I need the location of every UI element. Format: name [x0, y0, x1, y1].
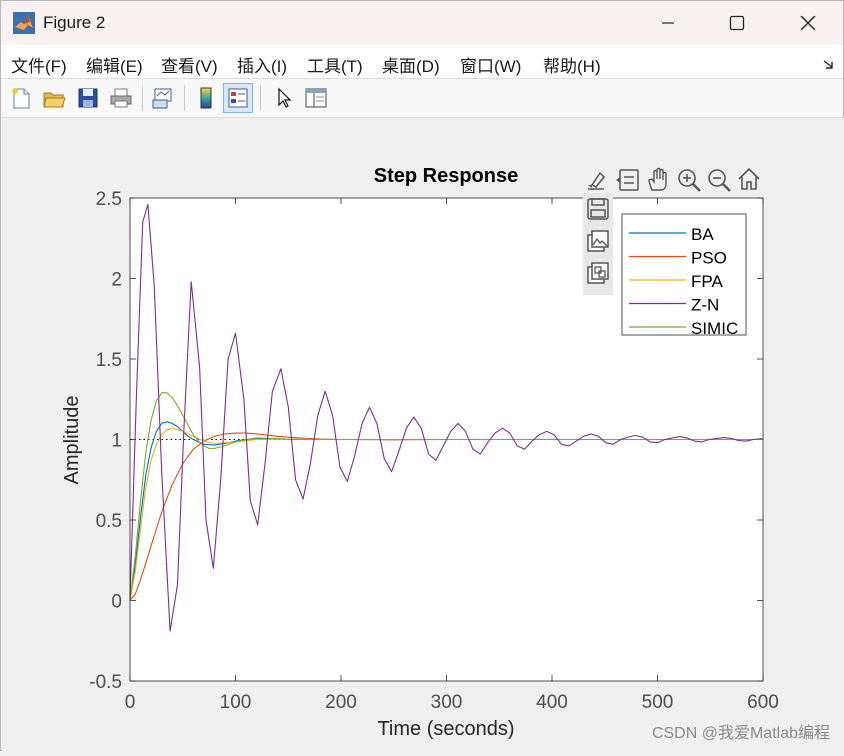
link-plot-button[interactable] — [148, 83, 178, 113]
step-response-plot[interactable]: -0.500.511.522.5 0 100 200 300 400 500 600 Ste… — [2, 118, 844, 751]
x-tick-label: 400 — [536, 692, 568, 713]
figure-canvas: -0.5 0 0.5 1 1.5 2 2.5 0 100 200 300 400 500 600 Ste… — [2, 118, 844, 751]
series-line-z-n[interactable] — [129, 203, 764, 632]
close-button[interactable] — [785, 1, 831, 45]
insert-colorbar-button[interactable] — [191, 83, 221, 113]
edit-plot-icon — [278, 87, 292, 108]
y-tick-label: 1 — [111, 431, 122, 452]
open-file-icon — [43, 92, 66, 108]
menu-help[interactable]: 帮助(H) — [543, 57, 601, 76]
y-tick-label: 1.5 — [96, 350, 122, 371]
new-figure-button[interactable] — [6, 83, 36, 113]
menu-file[interactable]: 文件(F) — [11, 57, 67, 76]
menu-desktop[interactable]: 桌面(D) — [382, 57, 440, 76]
menu-bar: 文件(F) 编辑(E) 查看(V) 插入(I) 工具(T) 桌面(D) 窗口(W… — [1, 45, 843, 79]
legend[interactable]: BA PSO FPA Z-N SIMIC — [621, 213, 747, 338]
brush-icon[interactable] — [588, 171, 606, 190]
maximize-icon — [729, 15, 745, 31]
chart-title: Step Response — [374, 165, 518, 187]
legend-label-simic: SIMIC — [691, 319, 738, 338]
menu-edit[interactable]: 编辑(E) — [86, 57, 143, 76]
insert-legend-button[interactable] — [223, 83, 253, 113]
legend-label-pso: PSO — [691, 249, 727, 268]
print-icon — [110, 88, 132, 108]
y-tick-label: 2 — [111, 270, 122, 291]
zoom-out-icon[interactable] — [708, 169, 731, 192]
toolbar-separator — [142, 85, 143, 111]
axes-box — [129, 197, 764, 682]
insert-legend-icon — [228, 88, 248, 108]
y-tick-label: -0.5 — [89, 672, 122, 693]
x-tick-label: 200 — [325, 692, 357, 713]
legend-label-ba: BA — [691, 225, 714, 244]
save-axes-icon[interactable] — [587, 198, 609, 220]
minimize-button[interactable] — [645, 1, 691, 45]
maximize-button[interactable] — [714, 1, 760, 45]
y-tick-label: 2.5 — [96, 189, 122, 210]
open-file-button[interactable] — [39, 83, 69, 113]
x-tick-label: 100 — [220, 692, 252, 713]
toolbar-separator — [184, 85, 185, 111]
axes-toolbar — [583, 167, 760, 295]
x-tick-label: 600 — [747, 692, 779, 713]
property-inspector-icon — [305, 88, 327, 108]
series-line-simic[interactable] — [129, 392, 763, 601]
y-tick-label: 0 — [111, 592, 122, 613]
x-axis-label: Time (seconds) — [377, 718, 514, 740]
insert-colorbar-icon — [200, 87, 212, 109]
copy-vector-icon[interactable] — [587, 262, 609, 284]
x-tick-label: 0 — [125, 692, 136, 713]
minimize-icon — [662, 22, 674, 24]
menu-window[interactable]: 窗口(W) — [460, 57, 522, 76]
print-button[interactable] — [106, 83, 136, 113]
x-tick-label: 500 — [642, 692, 674, 713]
menu-insert[interactable]: 插入(I) — [237, 57, 288, 76]
y-axis-label: Amplitude — [61, 396, 83, 485]
data-tips-icon[interactable] — [616, 169, 639, 191]
property-inspector-button[interactable] — [301, 83, 331, 113]
zoom-in-icon[interactable] — [678, 169, 701, 192]
toolbar-separator — [260, 85, 261, 111]
dock-arrow-icon[interactable] — [823, 57, 835, 75]
matlab-logo-icon — [13, 12, 35, 34]
x-tick-label: 300 — [431, 692, 463, 713]
y-tick-label: 0.5 — [96, 511, 122, 532]
title-bar[interactable]: Figure 2 — [1, 1, 843, 45]
home-icon[interactable] — [738, 167, 760, 190]
menu-view[interactable]: 查看(V) — [161, 57, 218, 76]
close-icon — [800, 15, 816, 31]
series-line-fpa[interactable] — [129, 427, 763, 601]
pan-icon[interactable] — [648, 167, 667, 191]
menu-tools[interactable]: 工具(T) — [307, 57, 363, 76]
window-title: Figure 2 — [43, 13, 106, 32]
legend-label-z-n: Z-N — [691, 296, 719, 315]
watermark: CSDN @我爱Matlab编程 — [652, 724, 830, 742]
save-icon — [78, 88, 98, 108]
link-plot-icon — [152, 88, 172, 109]
save-button[interactable] — [73, 83, 103, 113]
legend-box — [621, 213, 747, 336]
legend-label-fpa: FPA — [691, 272, 723, 291]
figure-toolbar — [1, 79, 843, 118]
new-figure-icon — [12, 88, 30, 109]
edit-plot-button[interactable] — [269, 83, 299, 113]
copy-image-icon[interactable] — [587, 230, 609, 252]
